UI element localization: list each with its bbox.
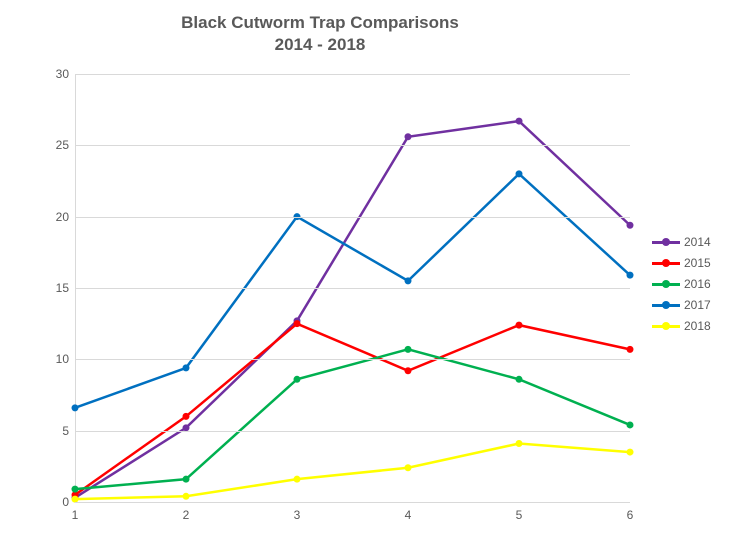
series-marker-2017 (183, 364, 190, 371)
chart-title: Black Cutworm Trap Comparisons 2014 - 20… (0, 12, 640, 56)
y-tick-label: 30 (56, 67, 69, 81)
legend-label: 2014 (684, 235, 711, 249)
legend-label: 2018 (684, 319, 711, 333)
series-marker-2016 (627, 421, 634, 428)
y-tick-label: 0 (62, 495, 69, 509)
series-line-2014 (75, 121, 630, 498)
legend-label: 2017 (684, 298, 711, 312)
legend-marker-icon (662, 238, 670, 246)
y-tick-label: 20 (56, 210, 69, 224)
series-marker-2016 (294, 376, 301, 383)
series-marker-2016 (405, 346, 412, 353)
legend-swatch (652, 258, 680, 268)
x-tick-label: 4 (405, 508, 412, 522)
series-marker-2015 (516, 322, 523, 329)
series-marker-2016 (516, 376, 523, 383)
chart-container: Black Cutworm Trap Comparisons 2014 - 20… (0, 0, 753, 544)
legend-marker-icon (662, 301, 670, 309)
series-marker-2014 (516, 118, 523, 125)
series-marker-2015 (627, 346, 634, 353)
x-tick-label: 1 (72, 508, 79, 522)
legend-item-2014: 2014 (652, 233, 711, 251)
y-tick-label: 10 (56, 352, 69, 366)
series-marker-2018 (183, 493, 190, 500)
series-marker-2018 (627, 449, 634, 456)
y-tick-label: 25 (56, 138, 69, 152)
legend-swatch (652, 321, 680, 331)
series-line-2015 (75, 324, 630, 495)
legend-swatch (652, 279, 680, 289)
title-line-2: 2014 - 2018 (275, 35, 366, 54)
legend-item-2017: 2017 (652, 296, 711, 314)
legend-label: 2016 (684, 277, 711, 291)
x-tick-label: 5 (516, 508, 523, 522)
gridline (75, 145, 630, 146)
series-line-2017 (75, 174, 630, 408)
series-marker-2015 (405, 367, 412, 374)
gridline (75, 74, 630, 75)
gridline (75, 502, 630, 503)
series-marker-2017 (72, 404, 79, 411)
x-tick-label: 2 (183, 508, 190, 522)
gridline (75, 359, 630, 360)
gridline (75, 431, 630, 432)
series-marker-2018 (405, 464, 412, 471)
series-marker-2017 (627, 272, 634, 279)
series-marker-2017 (405, 277, 412, 284)
y-tick-label: 5 (62, 424, 69, 438)
series-marker-2016 (72, 486, 79, 493)
legend-swatch (652, 300, 680, 310)
series-marker-2018 (516, 440, 523, 447)
x-tick-label: 3 (294, 508, 301, 522)
legend-item-2015: 2015 (652, 254, 711, 272)
legend-item-2016: 2016 (652, 275, 711, 293)
series-line-2018 (75, 444, 630, 500)
title-line-1: Black Cutworm Trap Comparisons (181, 13, 459, 32)
x-tick-label: 6 (627, 508, 634, 522)
series-marker-2014 (627, 222, 634, 229)
plot-area: 051015202530123456 (75, 74, 630, 502)
series-marker-2017 (516, 170, 523, 177)
series-marker-2014 (405, 133, 412, 140)
legend-marker-icon (662, 280, 670, 288)
gridline (75, 288, 630, 289)
gridline (75, 217, 630, 218)
series-marker-2015 (294, 320, 301, 327)
legend: 2014 2015 2016 2017 2018 (652, 230, 711, 338)
legend-label: 2015 (684, 256, 711, 270)
series-marker-2016 (183, 476, 190, 483)
series-line-2016 (75, 349, 630, 489)
y-tick-label: 15 (56, 281, 69, 295)
legend-swatch (652, 237, 680, 247)
series-marker-2018 (294, 476, 301, 483)
legend-marker-icon (662, 259, 670, 267)
legend-marker-icon (662, 322, 670, 330)
series-marker-2015 (183, 413, 190, 420)
legend-item-2018: 2018 (652, 317, 711, 335)
